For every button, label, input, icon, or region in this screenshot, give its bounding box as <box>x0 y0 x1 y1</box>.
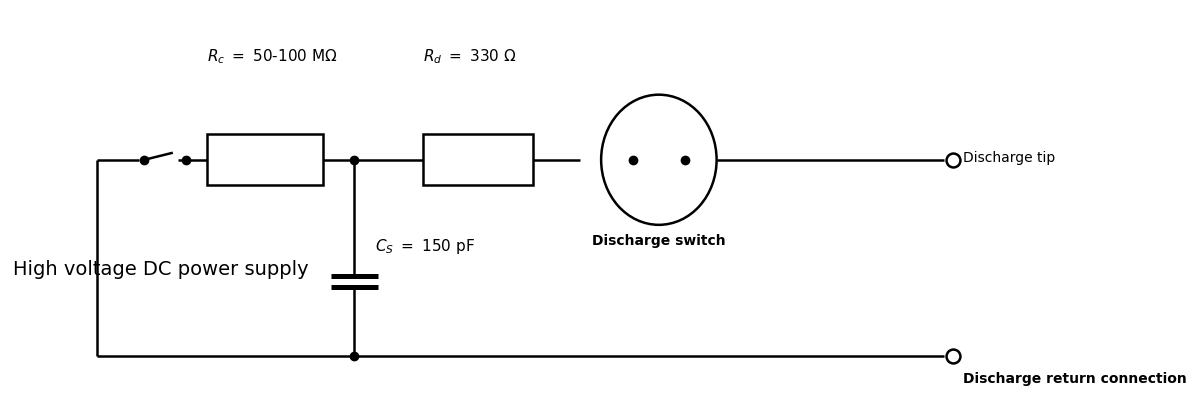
Text: $\mathit{R}_\mathit{c}$$\ =\ \mathsf{50\text{-}100\ M\Omega}$: $\mathit{R}_\mathit{c}$$\ =\ \mathsf{50\… <box>208 47 338 66</box>
Text: Discharge tip: Discharge tip <box>964 151 1056 165</box>
Text: Discharge return connection: Discharge return connection <box>964 372 1187 386</box>
Ellipse shape <box>601 95 716 225</box>
Bar <box>208 134 323 185</box>
Text: Discharge switch: Discharge switch <box>592 234 726 248</box>
Text: High voltage DC power supply: High voltage DC power supply <box>13 260 308 279</box>
Bar <box>422 134 533 185</box>
Text: $\mathit{C}_\mathit{S}\ =\ \mathsf{150\ pF}$: $\mathit{C}_\mathit{S}\ =\ \mathsf{150\ … <box>376 236 475 256</box>
Text: $\mathit{R}_\mathit{d}$$\ =\ \mathsf{330\ \Omega}$: $\mathit{R}_\mathit{d}$$\ =\ \mathsf{330… <box>422 47 516 66</box>
